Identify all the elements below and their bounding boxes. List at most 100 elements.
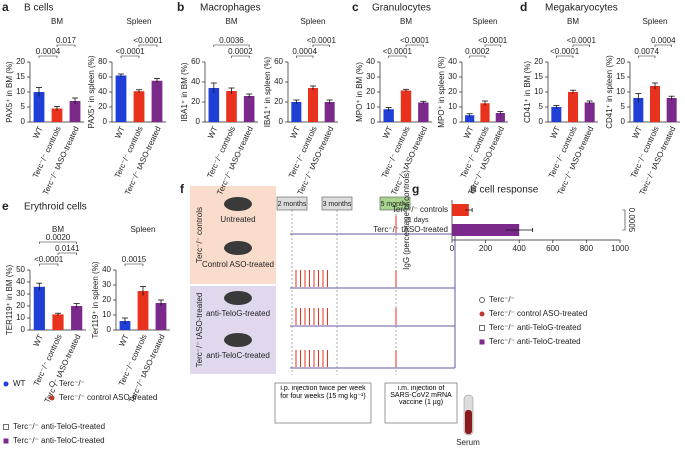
p-value: 0.0002 — [465, 47, 490, 56]
subtitle: BM — [400, 17, 412, 26]
bar — [51, 108, 63, 122]
panel-letter: c — [352, 0, 359, 14]
mouse-label: Control ASO-treated — [202, 260, 274, 269]
y-tick-label: 50 — [16, 265, 25, 274]
p-value: <0.0001 — [567, 36, 597, 45]
p-value: <0.0001 — [34, 255, 64, 264]
y-tick-label: 60 — [274, 57, 283, 66]
y-tick-label: 20 — [274, 97, 283, 106]
subtitle: BM — [52, 225, 64, 234]
panel-letter: e — [2, 199, 9, 213]
y-tick-label: 20 — [448, 87, 457, 96]
bracket — [231, 55, 250, 58]
x-tick-label: 800 — [580, 244, 594, 253]
bar — [650, 86, 660, 122]
bracket — [296, 55, 314, 58]
time-box — [379, 196, 411, 211]
bar — [137, 291, 149, 330]
mouse — [224, 333, 252, 347]
panel-title: Macrophages — [200, 3, 261, 14]
p-value: 0.0036 — [219, 36, 244, 45]
y-tick-label: 15 — [616, 72, 625, 81]
bracket — [38, 55, 58, 58]
bracket — [138, 44, 158, 47]
panel-letter: g — [412, 182, 419, 196]
bar — [480, 103, 490, 122]
bar — [208, 88, 220, 122]
y-tick-label: 40 — [191, 77, 200, 86]
x-tick-label: WT — [117, 333, 130, 348]
y-axis-label: IgG (percentage of controls) — [402, 170, 411, 270]
legend-label: Terc⁻/⁻ anti-TeloC-treated — [13, 436, 105, 445]
bar — [418, 102, 429, 122]
note-box — [384, 382, 458, 424]
bar — [633, 98, 644, 122]
mouse — [224, 241, 252, 255]
bracket — [213, 44, 250, 47]
bar — [568, 92, 578, 122]
p-value: <0.0001 — [478, 36, 508, 45]
y-tick-label: 20 — [366, 87, 375, 96]
legend-label: Terc⁻/⁻ control ASO-treated — [489, 309, 587, 318]
bar — [226, 91, 237, 122]
subtitle: BM — [226, 17, 238, 26]
x-tick-label: WT — [631, 125, 644, 140]
y-tick-label: 10 — [366, 102, 375, 111]
legend-marker — [49, 381, 55, 387]
y-tick-label: 10 — [102, 310, 111, 319]
y-tick-label: 60 — [191, 57, 200, 66]
y-tick-label: 0 — [279, 117, 284, 126]
x-tick-label: WT — [31, 125, 44, 140]
y-tick-label: 10 — [16, 313, 25, 322]
y-tick-label: 20 — [98, 102, 107, 111]
mouse-label: anti-TeloC-treated — [206, 351, 270, 360]
panel-title: B cell response — [470, 185, 539, 196]
y-tick-label: Terc⁻/⁻ controls — [392, 205, 448, 214]
panel-letter: b — [177, 0, 184, 14]
panel-letter: f — [180, 182, 185, 196]
y-tick-label: 40 — [98, 87, 107, 96]
x-tick-label: WT — [32, 333, 45, 348]
p-value: 0.0004 — [36, 47, 61, 56]
x-tick-label: 400 — [513, 244, 527, 253]
y-tick-label: 0 — [196, 117, 201, 126]
bracket — [484, 44, 501, 47]
legend-label: Terc⁻/⁻ — [59, 379, 85, 388]
panel-letter: d — [520, 0, 527, 14]
y-tick-label: 10 — [16, 87, 25, 96]
bar — [33, 92, 45, 122]
bracket — [120, 55, 140, 58]
legend-marker — [3, 438, 9, 444]
p-value: <0.0001 — [133, 36, 163, 45]
legend-marker — [3, 424, 9, 430]
p-value: <0.0001 — [115, 47, 145, 56]
p-value: 0.0004 — [292, 47, 317, 56]
y-tick-label: 5 — [21, 102, 26, 111]
bracket — [622, 209, 626, 231]
x-tick-label: WT — [113, 125, 126, 140]
p-value: 0.0005 — [627, 208, 636, 233]
note-text: i.m. injection of SARS-CoV2 mRNA vaccine… — [390, 385, 452, 406]
bar — [452, 204, 469, 216]
legend-label: Terc⁻/⁻ control ASO-treated — [59, 393, 157, 402]
x-tick-label: 200 — [479, 244, 493, 253]
y-tick-label: 40 — [366, 57, 375, 66]
bar — [324, 102, 335, 122]
p-value: <0.0001 — [400, 36, 430, 45]
y-tick-label: 15 — [534, 72, 543, 81]
y-tick-label: 0 — [107, 325, 112, 334]
y-tick-label: 80 — [98, 57, 107, 66]
bracket — [56, 44, 76, 47]
y-axis-label: MPO⁺ in spleen (%) — [437, 56, 446, 128]
y-axis-label: IBA1⁺ in BM (%) — [180, 62, 189, 121]
bar — [383, 109, 394, 122]
bar — [243, 96, 255, 122]
legend-marker — [479, 311, 485, 317]
legend-marker — [3, 381, 9, 387]
y-tick-label: 10 — [534, 87, 543, 96]
p-value: 0.0002 — [228, 47, 253, 56]
x-tick-label: 1000 — [611, 244, 629, 253]
legend-label: Terc⁻/⁻ anti-TeloC-treated — [489, 337, 581, 346]
y-tick-label: 15 — [16, 72, 25, 81]
subtitle: Spleen — [127, 17, 152, 26]
